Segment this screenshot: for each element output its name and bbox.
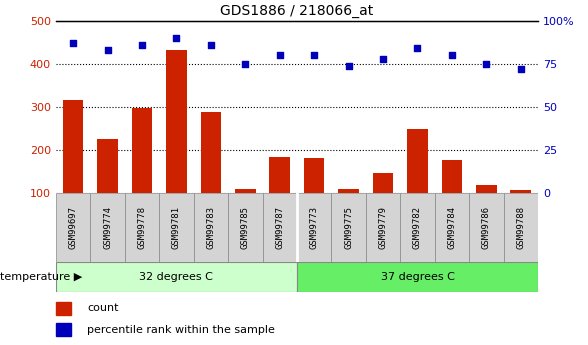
Point: [309, 52, 319, 58]
Point: [275, 52, 285, 58]
Bar: [400, 193, 435, 262]
Point: [447, 52, 457, 58]
Point: [413, 46, 422, 51]
Point: [137, 42, 146, 48]
Text: 32 degrees C: 32 degrees C: [139, 272, 213, 282]
Bar: [159, 193, 193, 262]
Bar: [332, 193, 366, 262]
Text: GSM99782: GSM99782: [413, 206, 422, 249]
Bar: [56, 323, 71, 336]
Bar: [132, 108, 152, 236]
Bar: [262, 193, 297, 262]
Text: GSM99774: GSM99774: [103, 206, 112, 249]
Point: [482, 61, 491, 67]
Bar: [63, 100, 83, 236]
Bar: [435, 193, 469, 262]
Bar: [166, 50, 187, 236]
Bar: [304, 158, 325, 236]
Bar: [366, 193, 400, 262]
Bar: [228, 193, 262, 262]
Text: percentile rank within the sample: percentile rank within the sample: [87, 325, 275, 335]
Text: 37 degrees C: 37 degrees C: [380, 272, 455, 282]
Text: GSM99779: GSM99779: [379, 206, 387, 249]
Point: [240, 61, 250, 67]
Point: [516, 66, 526, 72]
Text: GSM99786: GSM99786: [482, 206, 491, 249]
Text: GSM99784: GSM99784: [447, 206, 456, 249]
Title: GDS1886 / 218066_at: GDS1886 / 218066_at: [220, 4, 373, 18]
Bar: [476, 186, 497, 236]
Text: temperature ▶: temperature ▶: [0, 272, 82, 282]
Text: GSM99773: GSM99773: [310, 206, 319, 249]
Bar: [373, 172, 393, 236]
Point: [344, 63, 353, 68]
Bar: [469, 193, 503, 262]
Text: GSM99697: GSM99697: [69, 206, 78, 249]
Bar: [56, 262, 297, 292]
Point: [103, 47, 112, 53]
Bar: [56, 193, 91, 262]
Bar: [125, 193, 159, 262]
Bar: [297, 262, 538, 292]
Bar: [442, 160, 462, 236]
Bar: [297, 193, 332, 262]
Text: GSM99775: GSM99775: [344, 206, 353, 249]
Bar: [91, 193, 125, 262]
Bar: [269, 157, 290, 236]
Bar: [503, 193, 538, 262]
Bar: [193, 193, 228, 262]
Bar: [510, 190, 531, 236]
Text: GSM99781: GSM99781: [172, 206, 181, 249]
Text: GSM99778: GSM99778: [138, 206, 146, 249]
Text: GSM99785: GSM99785: [240, 206, 250, 249]
Text: GSM99783: GSM99783: [206, 206, 215, 249]
Point: [206, 42, 216, 48]
Bar: [97, 139, 118, 236]
Bar: [201, 112, 221, 236]
Bar: [407, 129, 428, 236]
Bar: [235, 189, 256, 236]
Bar: [338, 189, 359, 236]
Bar: [56, 302, 71, 315]
Text: count: count: [87, 303, 119, 313]
Text: GSM99788: GSM99788: [516, 206, 525, 249]
Point: [172, 35, 181, 41]
Point: [378, 56, 387, 61]
Text: GSM99787: GSM99787: [275, 206, 284, 249]
Point: [68, 40, 78, 46]
